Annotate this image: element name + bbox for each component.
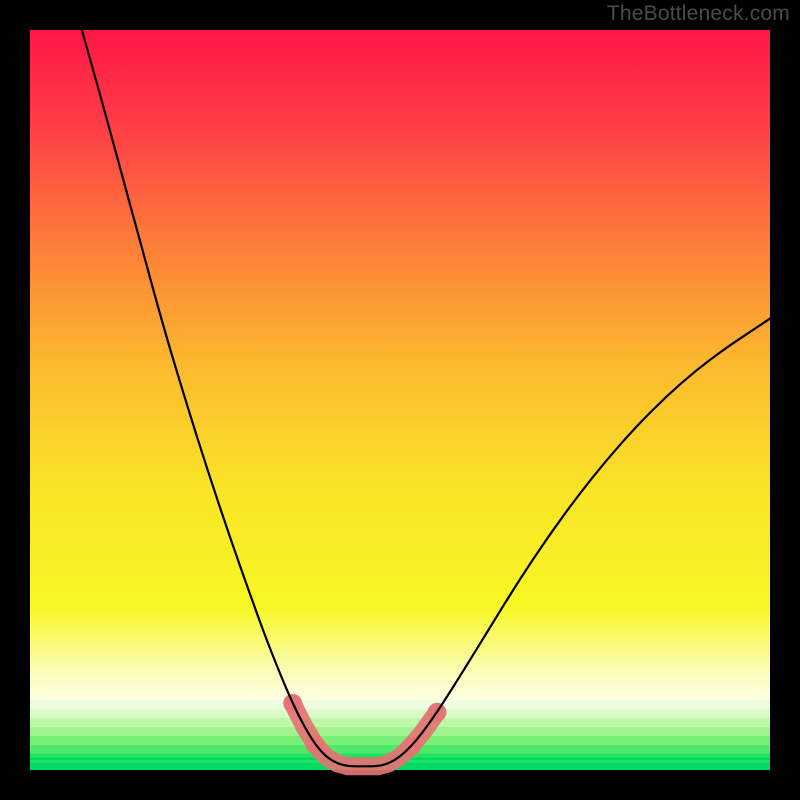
watermark-text: TheBottleneck.com [607, 2, 790, 26]
chart-frame: TheBottleneck.com [0, 0, 800, 800]
plot-area [30, 30, 770, 770]
bottleneck-chart [0, 0, 800, 800]
